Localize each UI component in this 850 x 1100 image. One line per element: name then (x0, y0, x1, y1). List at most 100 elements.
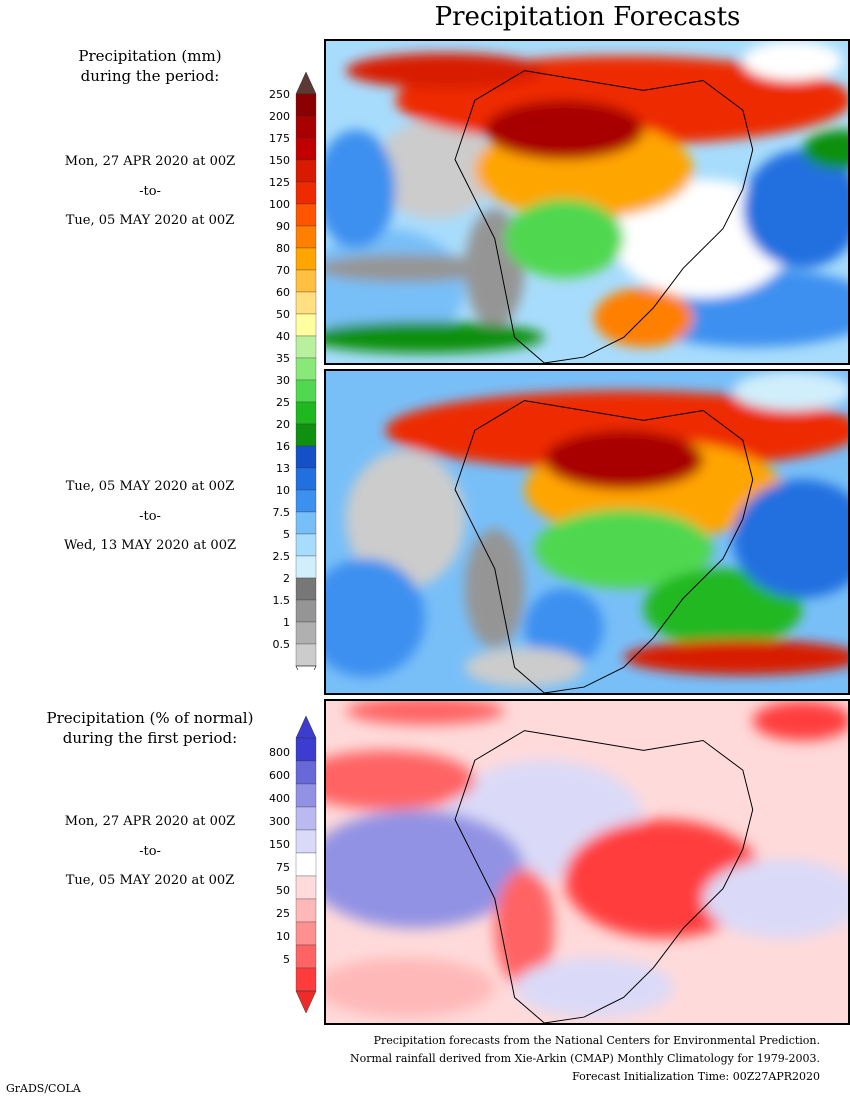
precip-colorbar-segment (295, 159, 317, 183)
precip-colorbar-label: 20 (276, 418, 290, 431)
anomaly-colorbar-segment (295, 783, 317, 808)
anomaly-colorbar-segment (295, 875, 317, 900)
precip-colorbar-segment (295, 313, 317, 337)
anomaly-colorbar-label: 5 (283, 952, 290, 966)
precip-colorbar-segment (295, 555, 317, 579)
precip-colorbar-bottom-cap (295, 665, 317, 670)
precip-heading: Precipitation (mm) during the period: (40, 46, 260, 86)
anomaly-colorbar-label: 150 (269, 837, 290, 851)
anomaly-heading-line1: Precipitation (% of normal) (46, 709, 254, 727)
anomaly-heading: Precipitation (% of normal) during the f… (30, 708, 270, 748)
anomaly-colorbar-bottom-cap (295, 990, 317, 1014)
precip-colorbar-segment (295, 93, 317, 117)
anomaly-colorbar-segment (295, 967, 317, 992)
precip-colorbar-segment (295, 533, 317, 557)
anomaly-colorbar-label: 50 (276, 883, 290, 897)
precip-colorbar-label: 90 (276, 220, 290, 233)
precip-colorbar-label: 2.5 (272, 550, 291, 563)
anomaly-colorbar-segment (295, 921, 317, 946)
map-precip-period2 (324, 369, 850, 695)
precip-colorbar-segment (295, 621, 317, 645)
anomaly-colorbar-labels: 800 600 400 300 150 75 50 25 10 5 (250, 0, 290, 1100)
precip-colorbar-segment (295, 291, 317, 315)
precip-colorbar-segment (295, 225, 317, 249)
precip-colorbar-segment (295, 577, 317, 601)
anomaly-colorbar-label: 400 (269, 791, 290, 805)
period3-start: Mon, 27 APR 2020 at 00Z (64, 814, 236, 829)
period2-sep: -to- (139, 509, 161, 524)
anomaly-colorbar-label: 600 (269, 768, 290, 782)
footer-grads: GrADS/COLA (6, 1082, 81, 1095)
anomaly-colorbar-label: 75 (276, 860, 290, 874)
anomaly-colorbar-label: 25 (276, 906, 290, 920)
precip-colorbar-label: 5 (283, 528, 290, 541)
precip-heading-line2: during the period: (80, 67, 220, 85)
precip-colorbar-segment (295, 335, 317, 359)
precip-colorbar-label: 60 (276, 286, 290, 299)
precip-colorbar-label: 35 (276, 352, 290, 365)
precip-colorbar-label: 1 (283, 616, 290, 629)
precip-colorbar-label: 25 (276, 396, 290, 409)
precip-colorbar-segment (295, 445, 317, 469)
anomaly-heading-line2: during the first period: (62, 729, 238, 747)
anomaly-colorbar (295, 716, 317, 1014)
precip-colorbar-label: 10 (276, 484, 290, 497)
precip-colorbar-segment (295, 269, 317, 293)
precip-colorbar-segment (295, 599, 317, 623)
precip-colorbar-label: 16 (276, 440, 290, 453)
anomaly-colorbar-segment (295, 944, 317, 969)
precip-colorbar-segment (295, 423, 317, 447)
precip-colorbar-label: 80 (276, 242, 290, 255)
precip-colorbar-label: 175 (269, 132, 290, 145)
precip-colorbar-label: 50 (276, 308, 290, 321)
precip-colorbar-segment (295, 379, 317, 403)
precip-colorbar-top-cap (295, 72, 317, 95)
precip-colorbar-label: 200 (269, 110, 290, 123)
anomaly-colorbar-segment (295, 829, 317, 854)
precip-heading-line1: Precipitation (mm) (78, 47, 222, 65)
precip-colorbar-segment (295, 357, 317, 381)
precip-colorbar-label: 125 (269, 176, 290, 189)
precip-colorbar-label: 150 (269, 154, 290, 167)
precip-colorbar-labels: 250 200 175 150 125 100 90 80 70 60 50 40 35 30 25 20 16… (250, 0, 290, 1100)
credit-line-2: Normal rainfall derived from Xie-Arkin (… (350, 1052, 820, 1065)
page-title: Precipitation Forecasts (434, 2, 741, 32)
anomaly-colorbar-segment (295, 806, 317, 831)
precip-colorbar-segment (295, 137, 317, 161)
anomaly-colorbar-segment (295, 898, 317, 923)
anomaly-colorbar-label: 10 (276, 929, 290, 943)
precip-colorbar-label: 30 (276, 374, 290, 387)
anomaly-colorbar-label: 300 (269, 814, 290, 828)
precip-colorbar-segment (295, 181, 317, 205)
precip-colorbar-label: 40 (276, 330, 290, 343)
precip-colorbar-segment (295, 489, 317, 513)
precip-colorbar-segment (295, 511, 317, 535)
period3-end: Tue, 05 MAY 2020 at 00Z (65, 873, 235, 888)
precip-colorbar-label: 2 (283, 572, 290, 585)
precip-colorbar-label: 7.5 (272, 506, 291, 519)
precip-colorbar-label: 1.5 (272, 594, 291, 607)
precip-colorbar-label: 0.5 (272, 638, 291, 651)
period1-start: Mon, 27 APR 2020 at 00Z (64, 154, 236, 169)
precip-colorbar-label: 70 (276, 264, 290, 277)
map-precip-period1 (324, 39, 850, 365)
precip-colorbar (295, 72, 317, 670)
anomaly-colorbar-label: 800 (269, 745, 290, 759)
precip-colorbar-segment (295, 247, 317, 271)
anomaly-colorbar-segment (295, 852, 317, 877)
precip-colorbar-segment (295, 643, 317, 667)
anomaly-colorbar-segment (295, 737, 317, 762)
period1-sep: -to- (139, 184, 161, 199)
precip-colorbar-segment (295, 203, 317, 227)
period2-end: Wed, 13 MAY 2020 at 00Z (63, 538, 237, 553)
precip-colorbar-label: 13 (276, 462, 290, 475)
period1-end: Tue, 05 MAY 2020 at 00Z (65, 213, 235, 228)
precip-colorbar-segment (295, 115, 317, 139)
anomaly-colorbar-segment (295, 760, 317, 785)
precip-colorbar-segment (295, 401, 317, 425)
precip-colorbar-segment (295, 467, 317, 491)
period2-start: Tue, 05 MAY 2020 at 00Z (65, 479, 235, 494)
precip-colorbar-label: 250 (269, 88, 290, 101)
credit-line-3: Forecast Initialization Time: 00Z27APR20… (572, 1070, 820, 1083)
anomaly-colorbar-top-cap (295, 716, 317, 739)
